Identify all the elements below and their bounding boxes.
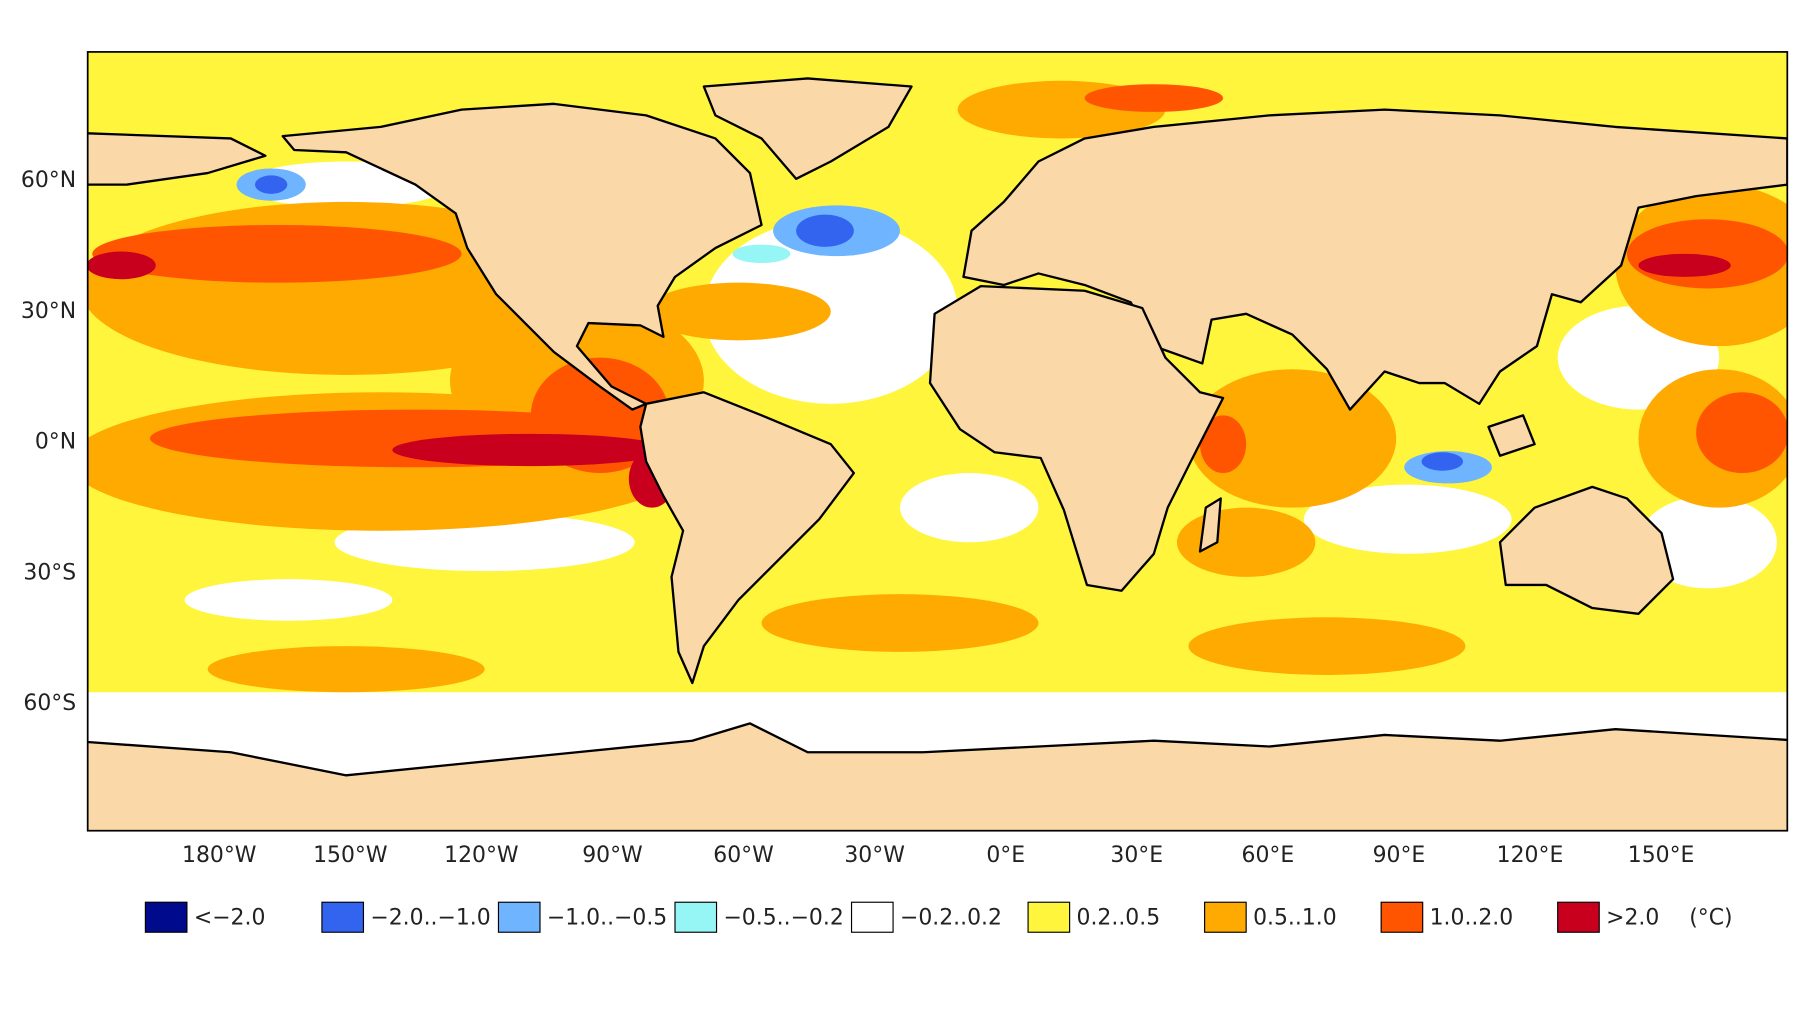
legend-label: −1.0..−0.5: [547, 905, 667, 930]
eurasia: [962, 108, 1788, 411]
legend-label: −0.2..0.2: [900, 905, 1002, 930]
lat-label: 30°S: [23, 560, 76, 585]
legend-swatch: [1557, 901, 1600, 933]
legend-label: >2.0: [1606, 905, 1659, 930]
lon-label: 60°W: [713, 843, 774, 868]
map-frame: [86, 51, 1789, 832]
lon-label: 150°E: [1628, 843, 1695, 868]
lat-label: 60°N: [21, 168, 76, 193]
australia: [1498, 485, 1675, 615]
lon-label: 30°E: [1110, 843, 1163, 868]
legend-label: 0.5..1.0: [1253, 905, 1337, 930]
lat-label: 0°N: [35, 430, 76, 455]
legend-swatch: [1027, 901, 1071, 933]
legend-unit: (°C): [1689, 905, 1732, 930]
lon-label: 120°W: [444, 843, 518, 868]
labels: 60°N 30°N 0°N 30°S 60°S 180°W 150°W 120°W 90°W 60…: [21, 168, 1733, 933]
greenland: [702, 77, 913, 180]
legend-label: 1.0..2.0: [1430, 905, 1514, 930]
legend-swatch: [497, 901, 541, 933]
legend-swatch: [144, 901, 188, 933]
legend-label: <−2.0: [194, 905, 266, 930]
strong-warm: [92, 84, 1788, 474]
east-asia-wrap: [87, 132, 267, 186]
legend-label: 0.2..0.5: [1077, 905, 1161, 930]
map-area: [87, 51, 1788, 831]
lat-label: 60°S: [23, 691, 76, 716]
legend-swatch: [1380, 901, 1424, 933]
legend-swatch: [321, 901, 365, 933]
antarctica: [87, 722, 1788, 831]
legend-label: −0.5..−0.2: [723, 905, 843, 930]
lon-label: 30°W: [844, 843, 905, 868]
borneo: [1487, 414, 1536, 457]
lon-label: 120°E: [1497, 843, 1564, 868]
africa: [928, 284, 1225, 592]
lat-label: 30°N: [21, 299, 76, 324]
lon-label: 150°W: [313, 843, 387, 868]
south-america: [639, 391, 855, 685]
lon-label: 90°E: [1373, 843, 1426, 868]
legend-label: −2.0..−1.0: [370, 905, 490, 930]
lon-label: 180°W: [182, 843, 256, 868]
madagascar: [1198, 497, 1222, 553]
lon-label: 0°E: [986, 843, 1025, 868]
north-america: [281, 102, 763, 411]
legend-swatch: [1204, 901, 1247, 933]
lon-label: 60°E: [1242, 843, 1295, 868]
legend-swatch: [850, 901, 894, 933]
lon-label: 90°W: [582, 843, 643, 868]
legend-swatch: [674, 901, 718, 933]
land: [87, 77, 1788, 831]
